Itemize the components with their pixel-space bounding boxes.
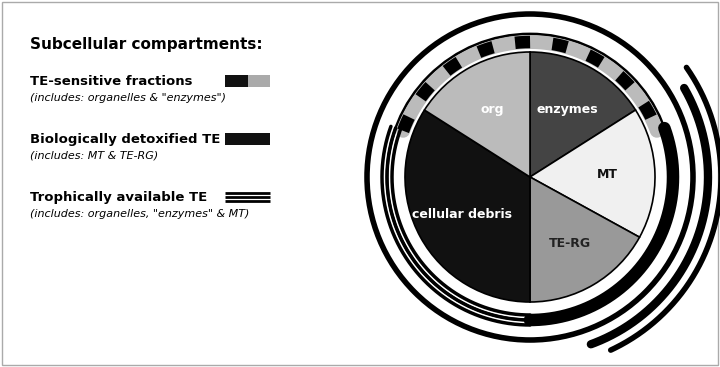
Text: (includes: organelles, "enzymes" & MT): (includes: organelles, "enzymes" & MT) (30, 209, 249, 219)
Text: (includes: MT & TE-RG): (includes: MT & TE-RG) (30, 151, 158, 161)
Bar (248, 75, 270, 87)
Text: Trophically available TE: Trophically available TE (30, 191, 207, 204)
Text: Biologically detoxified TE: Biologically detoxified TE (30, 133, 220, 146)
Wedge shape (530, 110, 655, 237)
Wedge shape (530, 177, 639, 302)
Text: (includes: organelles & "enzymes"): (includes: organelles & "enzymes") (30, 93, 226, 103)
Text: TE-sensitive fractions: TE-sensitive fractions (30, 75, 192, 88)
Text: Subcellular compartments:: Subcellular compartments: (30, 37, 263, 52)
Bar (225, 75, 248, 87)
Text: enzymes: enzymes (536, 103, 598, 116)
Text: org: org (481, 103, 505, 116)
Wedge shape (405, 110, 530, 302)
Bar (225, 133, 270, 145)
Wedge shape (530, 52, 636, 177)
Text: TE-RG: TE-RG (549, 237, 590, 250)
Wedge shape (425, 52, 530, 177)
Text: MT: MT (597, 168, 618, 181)
Text: cellular debris: cellular debris (412, 208, 512, 221)
